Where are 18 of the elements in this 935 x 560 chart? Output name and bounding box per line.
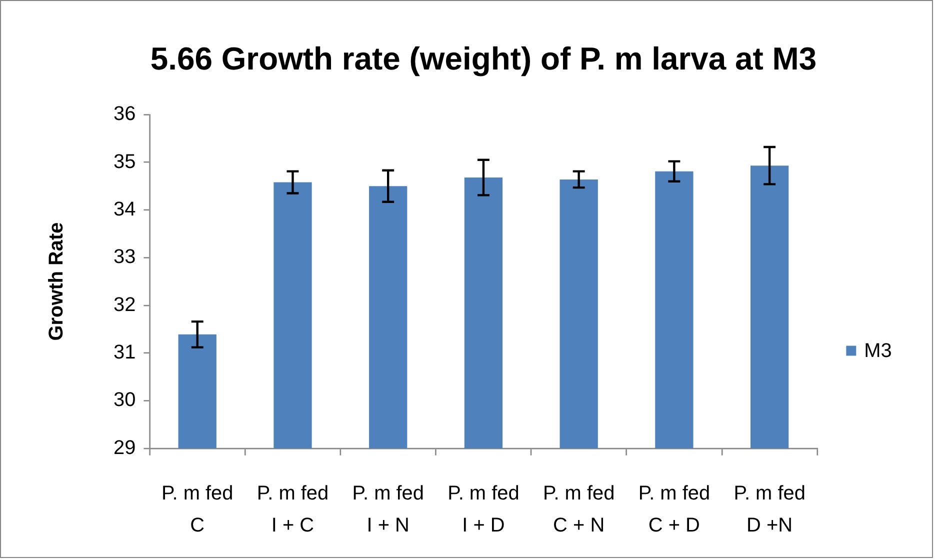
y-tick-label: 35 <box>114 150 136 173</box>
x-tick-label: P. m fed I + N <box>352 482 424 537</box>
x-tick-label: P. m fed I + C <box>256 482 329 537</box>
y-tick-label: 32 <box>114 294 136 316</box>
y-tick-label: 34 <box>114 198 136 220</box>
x-tick-label: P. m fed C + D <box>638 482 710 537</box>
x-tick-label: P. m fed I + D <box>448 482 520 537</box>
x-tick-label: P. m fed C + N <box>542 482 615 537</box>
y-tick-label: 30 <box>114 389 136 412</box>
y-tick-label: 33 <box>114 246 136 268</box>
x-tick-label: P. m fed C <box>162 482 234 537</box>
y-tick-label: 36 <box>114 103 136 126</box>
x-tick-label: P. m fed D +N <box>734 482 806 537</box>
y-axis-title: Growth Rate <box>45 222 68 341</box>
legend-label: M3 <box>864 340 892 362</box>
y-tick-label: 29 <box>114 436 136 459</box>
y-tick-label: 31 <box>114 342 136 364</box>
chart-title: 5.66 Growth rate (weight) of P. m larva at M3 <box>150 40 817 77</box>
